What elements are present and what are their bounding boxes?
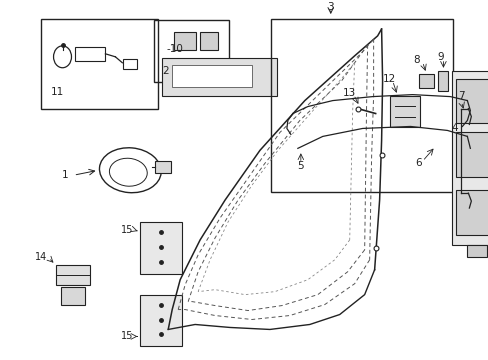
Bar	[438, 71, 447, 91]
Bar	[123, 59, 137, 69]
Bar	[56, 265, 90, 285]
Bar	[467, 245, 487, 257]
Text: -10: -10	[166, 44, 183, 54]
Text: 11: 11	[50, 87, 63, 96]
Text: 7: 7	[457, 91, 464, 100]
Bar	[455, 190, 488, 235]
Text: 14: 14	[35, 252, 47, 262]
Bar	[140, 294, 182, 346]
Bar	[200, 32, 218, 50]
Bar	[162, 58, 276, 96]
Text: 5: 5	[297, 161, 304, 171]
Bar	[174, 32, 196, 50]
Text: 12: 12	[382, 74, 395, 84]
Bar	[41, 19, 158, 109]
Text: 6: 6	[414, 158, 421, 168]
Bar	[172, 65, 251, 87]
Bar	[389, 96, 419, 127]
Bar	[451, 71, 488, 245]
Text: 9: 9	[436, 52, 443, 62]
Bar	[155, 161, 171, 173]
Text: 3: 3	[327, 2, 333, 12]
Text: 13: 13	[343, 87, 356, 98]
Bar	[455, 79, 488, 123]
Bar	[455, 132, 488, 177]
Text: 2: 2	[162, 66, 168, 76]
Bar	[140, 222, 182, 274]
Bar	[154, 20, 228, 82]
Text: 1: 1	[62, 170, 68, 180]
Text: 8: 8	[412, 55, 419, 65]
Bar	[75, 47, 105, 61]
Text: 15: 15	[121, 332, 133, 341]
Bar	[61, 287, 85, 305]
Bar	[418, 74, 433, 87]
Text: 15: 15	[121, 225, 133, 235]
Bar	[270, 19, 452, 192]
Text: 4: 4	[450, 123, 457, 134]
